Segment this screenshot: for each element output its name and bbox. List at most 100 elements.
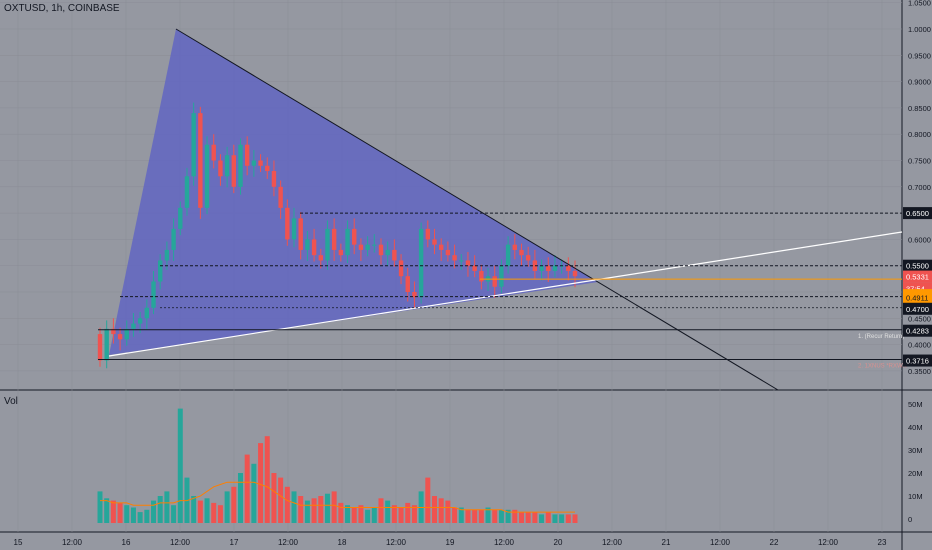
price-tick-label: 0.7500 [908, 157, 931, 166]
candle-body [392, 249, 397, 261]
drawing-lines: 1. (Recur Return) 2. 1XNUS *RXWK [98, 28, 907, 391]
price-tick-label: 0.9500 [908, 51, 931, 60]
candle-body [238, 144, 243, 187]
volume-tick-label: 30M [908, 446, 923, 455]
time-tick-label: 17 [230, 538, 239, 547]
volume-bar [385, 500, 391, 523]
volume-bar [438, 498, 444, 523]
volume-bar [492, 509, 498, 523]
candle-body [445, 249, 451, 256]
price-badge [903, 302, 932, 315]
time-tick-label: 20 [554, 538, 563, 547]
volume-bar [144, 509, 150, 523]
price-badge [903, 354, 932, 367]
candle-body [111, 328, 116, 335]
volume-bar [224, 491, 230, 523]
candle-body [311, 239, 317, 256]
price-badge-label: 0.5331 [906, 273, 929, 282]
price-tick-label: 0.8000 [908, 130, 931, 139]
candle-body [465, 260, 471, 266]
volume-bar [164, 491, 170, 523]
volume-bar [237, 473, 243, 523]
candle-body [539, 265, 544, 271]
volume-bar [304, 500, 310, 523]
candle-body [459, 260, 464, 262]
volume-bar [331, 491, 337, 523]
volume-bar [151, 500, 157, 523]
volume-bar [171, 505, 177, 523]
volume-bar [117, 502, 123, 523]
time-tick-label: 18 [338, 538, 347, 547]
candle-body [131, 323, 136, 329]
time-tick-label: 16 [122, 538, 131, 547]
candle-body [378, 244, 384, 256]
candle-body [385, 249, 390, 256]
price-tick-label: 0.9000 [908, 78, 931, 87]
level-note: 1. (Recur Return) [858, 334, 904, 340]
candle-body [552, 265, 558, 271]
volume-bar [525, 512, 531, 523]
candle-body [251, 160, 257, 166]
volume-bar [324, 493, 330, 523]
time-tick-label: 21 [662, 538, 671, 547]
price-tick-label: 0.4500 [908, 314, 931, 323]
candle-body [505, 244, 511, 266]
price-badge-label: 0.5500 [906, 262, 929, 271]
candle-body [345, 228, 350, 256]
candle-body [372, 244, 377, 246]
triangle-pattern [109, 29, 598, 355]
volume-bar [478, 509, 484, 523]
volume-bar [110, 500, 116, 523]
time-tick-label: 12:00 [278, 538, 299, 547]
candle-body [405, 276, 410, 292]
candle-body [291, 218, 297, 240]
volume-bar [518, 512, 524, 523]
volume-bar [559, 514, 565, 523]
symbol-header: OXTUSD, 1h, COINBASE [4, 3, 120, 14]
volume-bar [411, 505, 417, 523]
candle-body [164, 249, 170, 261]
candle-body [244, 144, 250, 166]
volume-bar [458, 507, 464, 523]
price-tick-label: 0.7000 [908, 183, 931, 192]
volume-bar [318, 496, 324, 523]
price-badge [903, 270, 932, 283]
volume-bar [231, 486, 237, 523]
volume-bar [217, 505, 223, 523]
candle-body [104, 328, 109, 361]
volume-bar [552, 514, 558, 523]
volume-bar [432, 496, 438, 523]
volume-bar [177, 408, 183, 523]
volume-bar [472, 509, 478, 523]
candle-body [532, 260, 538, 271]
price-tick-label: 0.8500 [908, 104, 931, 113]
volume-bar [378, 498, 384, 523]
volume-bar [425, 477, 431, 523]
candle-body [278, 186, 283, 208]
candle-body [298, 218, 303, 250]
time-tick-label: 12:00 [494, 538, 515, 547]
volume-bar [204, 498, 210, 523]
candle-body [331, 228, 337, 250]
candle-body [338, 249, 344, 256]
volume-tick-label: 0 [908, 515, 912, 524]
volume-bar [97, 491, 103, 523]
price-badge-label: 0.4700 [906, 305, 929, 314]
candle-body [265, 165, 270, 172]
volume-bar [284, 486, 290, 523]
volume-bar [157, 496, 163, 523]
volume-tick-label: 50M [908, 400, 923, 409]
time-tick-label: 19 [446, 538, 455, 547]
price-tick-label: 0.6000 [908, 235, 931, 244]
volume-bar [278, 477, 284, 523]
volume-bar [191, 496, 197, 523]
price-tick-label: 1.0500 [908, 0, 931, 8]
time-tick-label: 12:00 [602, 538, 623, 547]
candle-body [318, 255, 323, 261]
candle-body [546, 265, 551, 271]
volume-bar [572, 514, 578, 523]
candle-body [365, 244, 370, 250]
candle-body [178, 207, 183, 229]
ascending-trendline [108, 231, 903, 357]
